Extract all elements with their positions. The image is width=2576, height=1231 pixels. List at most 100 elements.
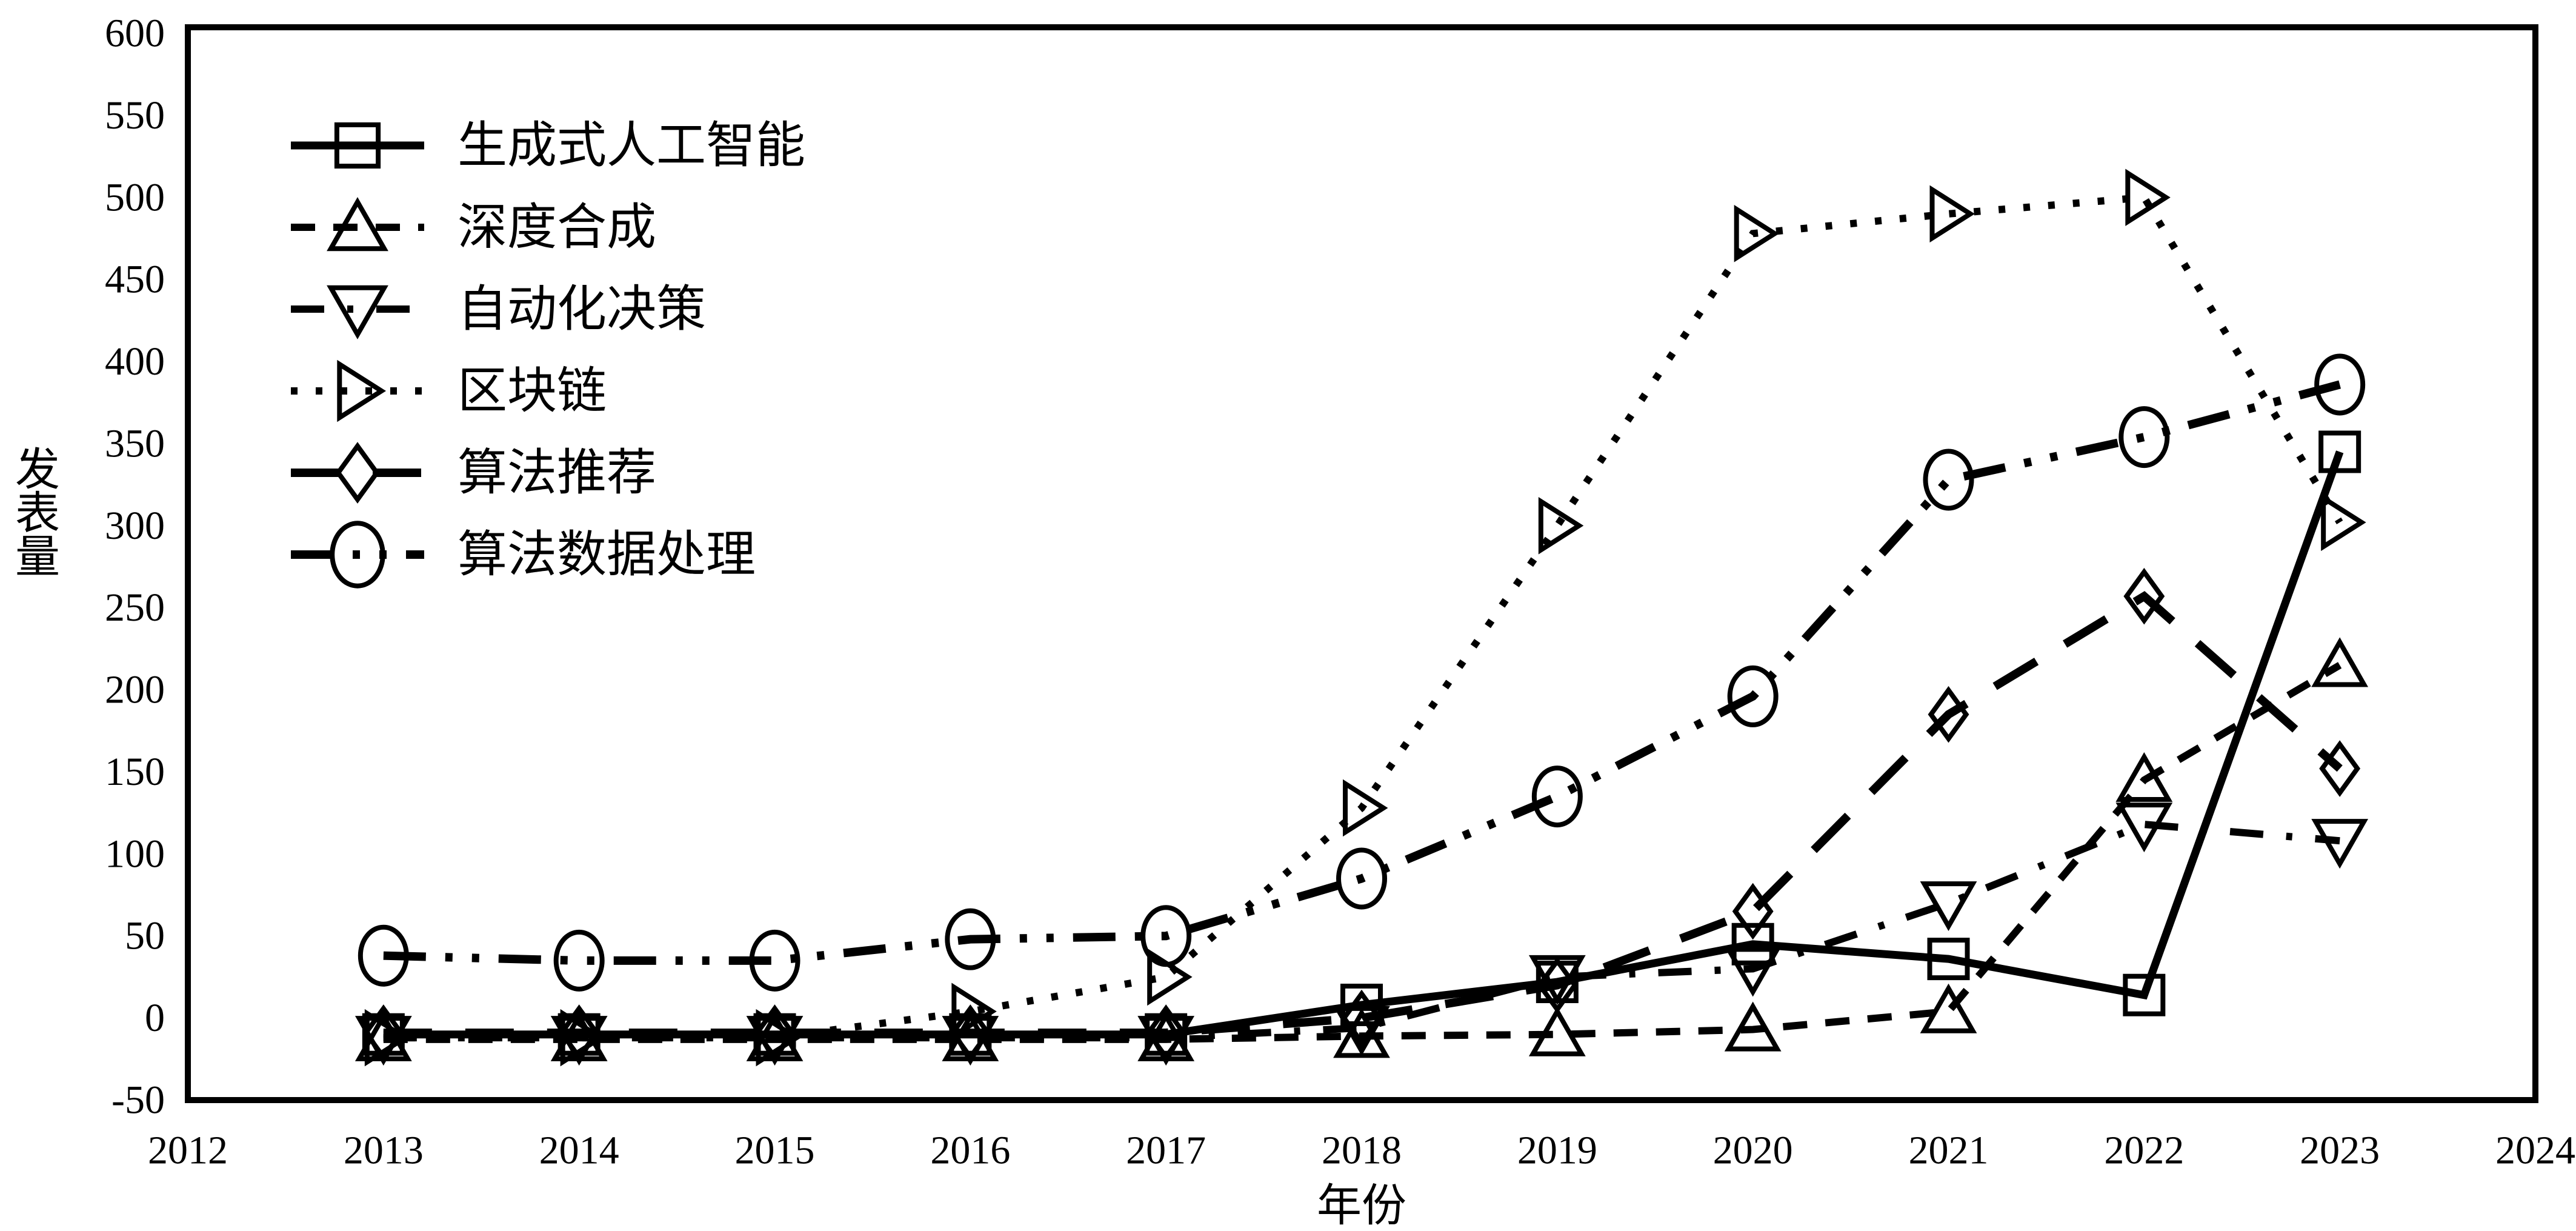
diamond-marker-algorithm-recommendation bbox=[1928, 686, 1969, 743]
triangle-right-marker-blockchain bbox=[2125, 168, 2171, 227]
x-tick-label: 2013 bbox=[344, 1129, 424, 1173]
legend-label-blockchain: 区块链 bbox=[458, 364, 607, 419]
legend-item-algorithm-recommendation: 算法推荐 bbox=[291, 442, 656, 504]
square-marker-legend-generative-ai bbox=[334, 122, 381, 169]
y-tick-label: 600 bbox=[105, 12, 165, 56]
diamond-marker-algorithm-recommendation bbox=[1536, 956, 1578, 1014]
x-tick-label: 2016 bbox=[930, 1129, 1010, 1173]
square-marker-generative-ai bbox=[2123, 973, 2166, 1016]
triangle-right-marker-legend-blockchain bbox=[337, 359, 387, 422]
triangle-down-marker-legend-automated-decision-making bbox=[327, 285, 388, 339]
diamond-marker-algorithm-recommendation bbox=[1341, 989, 1382, 1047]
series-line-blockchain bbox=[383, 193, 2343, 1042]
diamond-marker-legend-algorithm-recommendation bbox=[335, 442, 380, 504]
circle-marker-algorithm-data-processing bbox=[1531, 766, 1583, 828]
y-tick-label: 100 bbox=[105, 832, 165, 876]
circle-marker-algorithm-data-processing bbox=[945, 908, 996, 970]
diamond-marker-algorithm-recommendation bbox=[558, 1004, 600, 1061]
triangle-down-marker-automated-decision-making bbox=[2311, 819, 2369, 869]
x-axis-title: 年份 bbox=[1317, 1181, 1406, 1231]
triangle-up-marker-deep-synthesis bbox=[2311, 637, 2369, 687]
square-marker-generative-ai bbox=[1731, 922, 1774, 966]
y-tick-label: 300 bbox=[105, 504, 165, 548]
diamond-marker-algorithm-recommendation bbox=[1732, 882, 1774, 940]
x-tick-label: 2012 bbox=[148, 1129, 228, 1173]
series-line-deep-synthesis bbox=[383, 662, 2342, 1043]
diamond-marker-algorithm-recommendation bbox=[1145, 1004, 1187, 1061]
legend-item-blockchain: 区块链 bbox=[291, 359, 607, 422]
square-marker-generative-ai bbox=[2318, 430, 2361, 473]
circle-marker-legend-algorithm-data-processing bbox=[330, 521, 385, 589]
x-tick-label: 2023 bbox=[2300, 1129, 2380, 1173]
circle-marker-algorithm-data-processing bbox=[1140, 905, 1192, 967]
legend-item-generative-ai: 生成式人工智能 bbox=[291, 118, 805, 173]
diamond-marker-algorithm-recommendation bbox=[754, 1004, 796, 1061]
legend-label-automated-decision-making: 自动化决策 bbox=[458, 282, 706, 337]
legend-label-algorithm-recommendation: 算法推荐 bbox=[458, 445, 656, 501]
triangle-right-marker-blockchain bbox=[951, 982, 997, 1041]
triangle-up-marker-deep-synthesis bbox=[1528, 1006, 1586, 1056]
legend-label-deep-synthesis: 深度合成 bbox=[458, 200, 656, 255]
series-markers-algorithm-data-processing bbox=[358, 353, 2366, 992]
y-tick-label: 250 bbox=[105, 585, 165, 630]
square-marker-generative-ai bbox=[1927, 938, 1970, 981]
y-tick-label: 150 bbox=[105, 750, 165, 794]
circle-marker-algorithm-data-processing bbox=[1727, 665, 1779, 727]
x-tick-label: 2024 bbox=[2495, 1129, 2575, 1173]
x-tick-label: 2020 bbox=[1713, 1129, 1793, 1173]
triangle-up-marker-deep-synthesis bbox=[1920, 983, 1977, 1033]
y-tick-label: 450 bbox=[105, 258, 165, 302]
y-tick-label: 550 bbox=[105, 93, 165, 138]
triangle-up-marker-deep-synthesis bbox=[1724, 1001, 1782, 1052]
legend-label-algorithm-data-processing: 算法数据处理 bbox=[458, 527, 756, 582]
x-tick-label: 2022 bbox=[2104, 1129, 2184, 1173]
y-tick-label: 50 bbox=[125, 914, 165, 958]
y-axis-title-char: 量 bbox=[15, 533, 60, 582]
x-tick-label: 2018 bbox=[1322, 1129, 1402, 1173]
x-tick-label: 2015 bbox=[735, 1129, 815, 1173]
x-tick-label: 2014 bbox=[539, 1129, 619, 1173]
triangle-right-marker-blockchain bbox=[1929, 185, 1975, 243]
y-tick-label: 500 bbox=[105, 175, 165, 219]
triangle-down-marker-automated-decision-making bbox=[1724, 947, 1782, 997]
diamond-marker-algorithm-recommendation bbox=[2123, 567, 2165, 625]
x-tick-label: 2019 bbox=[1517, 1129, 1597, 1173]
x-tick-label: 2017 bbox=[1126, 1129, 1206, 1173]
triangle-up-marker-deep-synthesis bbox=[2115, 752, 2173, 802]
circle-marker-algorithm-data-processing bbox=[553, 929, 605, 992]
circle-marker-algorithm-data-processing bbox=[358, 924, 409, 987]
circle-marker-algorithm-data-processing bbox=[2314, 353, 2366, 416]
series-markers-algorithm-recommendation bbox=[362, 567, 2361, 1061]
triangle-down-marker-automated-decision-making bbox=[2115, 802, 2173, 853]
series-line-algorithm-data-processing bbox=[383, 380, 2341, 965]
triangle-right-marker-blockchain bbox=[2321, 493, 2366, 552]
y-tick-label: 200 bbox=[105, 668, 165, 712]
legend-label-generative-ai: 生成式人工智能 bbox=[458, 118, 805, 173]
y-tick-label: 0 bbox=[145, 996, 165, 1040]
legend-item-deep-synthesis: 深度合成 bbox=[291, 197, 656, 255]
triangle-down-marker-automated-decision-making bbox=[1333, 1006, 1390, 1056]
circle-marker-algorithm-data-processing bbox=[2118, 406, 2170, 469]
circle-marker-algorithm-data-processing bbox=[1923, 449, 1974, 511]
plot-area-border bbox=[185, 24, 2538, 1103]
series-line-algorithm-recommendation bbox=[383, 591, 2343, 1037]
circle-marker-algorithm-data-processing bbox=[749, 929, 800, 992]
triangle-right-marker-blockchain bbox=[1538, 497, 1584, 555]
triangle-down-marker-automated-decision-making bbox=[1920, 881, 1977, 932]
diamond-marker-algorithm-recommendation bbox=[2319, 740, 2361, 797]
y-tick-label: 350 bbox=[105, 421, 165, 465]
triangle-right-marker-blockchain bbox=[1734, 205, 1780, 262]
legend-item-automated-decision-making: 自动化决策 bbox=[291, 282, 706, 339]
y-tick-label: 400 bbox=[105, 339, 165, 384]
y-axis-title-char: 发 bbox=[15, 445, 60, 495]
series-line-automated-decision-making bbox=[383, 821, 2340, 1042]
triangle-up-marker-legend-deep-synthesis bbox=[327, 197, 388, 252]
y-axis-title-char: 表 bbox=[15, 489, 60, 539]
square-marker-generative-ai bbox=[1340, 983, 1383, 1026]
x-tick-label: 2021 bbox=[1909, 1129, 1989, 1173]
series-markers-generative-ai bbox=[362, 430, 2361, 1056]
diamond-marker-algorithm-recommendation bbox=[362, 1004, 404, 1061]
y-tick-label: -50 bbox=[111, 1078, 165, 1123]
